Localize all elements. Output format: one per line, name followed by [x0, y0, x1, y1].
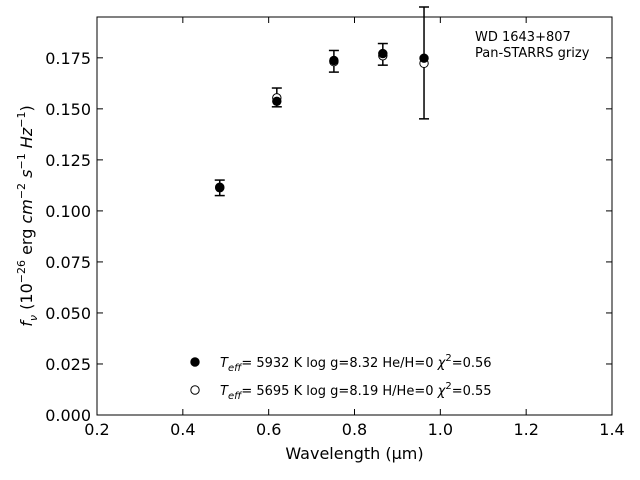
y-tick-label: 0.150: [45, 100, 91, 119]
legend-label: Teff= 5932 K log g=8.32 He/H=0 χ2=0.56: [220, 353, 492, 374]
legend-filled-marker: [190, 357, 200, 367]
x-tick-label: 0.2: [84, 420, 109, 439]
series-markers: [215, 48, 429, 193]
x-axis-ticks: 0.2 0.4 0.6 0.8 1.0 1.2 1.4: [84, 17, 625, 439]
filled-circle-point: [272, 96, 282, 106]
plot-area: [97, 17, 612, 415]
y-axis-label: fν (10−26 erg cm−2 s−1 Hz−1): [15, 105, 40, 326]
filled-circle-point: [419, 53, 429, 63]
y-tick-label: 0.100: [45, 202, 91, 221]
x-axis-label: Wavelength (μm): [285, 444, 423, 463]
y-tick-label: 0.025: [45, 355, 91, 374]
y-axis-ticks: 0.000 0.025 0.050 0.075 0.100 0.125 0.150 0.175: [45, 49, 612, 425]
y-tick-label: 0.175: [45, 49, 91, 68]
legend: Teff= 5932 K log g=8.32 He/H=0 χ2=0.56 Te…: [190, 353, 492, 402]
y-tick-label: 0.050: [45, 304, 91, 323]
filled-circle-point: [215, 183, 225, 193]
y-tick-label: 0.125: [45, 151, 91, 170]
legend-open-marker: [190, 385, 200, 395]
x-tick-label: 0.8: [342, 420, 367, 439]
x-tick-label: 0.4: [170, 420, 195, 439]
filled-circle-point: [378, 48, 388, 59]
plot-frame: [96, 16, 613, 416]
x-tick-label: 1.2: [513, 420, 538, 439]
filled-circle-point: [329, 55, 339, 66]
x-tick-label: 0.6: [256, 420, 281, 439]
annotation-line-2: Pan-STARRS grizy: [475, 46, 590, 61]
annotation-line-1: WD 1643+807: [475, 30, 571, 45]
y-tick-label: 0.000: [45, 406, 91, 425]
x-tick-label: 1.4: [599, 420, 624, 439]
y-tick-label: 0.075: [45, 253, 91, 272]
legend-label: Teff= 5695 K log g=8.19 H/He=0 χ2=0.55: [220, 381, 492, 402]
x-tick-label: 1.0: [428, 420, 453, 439]
